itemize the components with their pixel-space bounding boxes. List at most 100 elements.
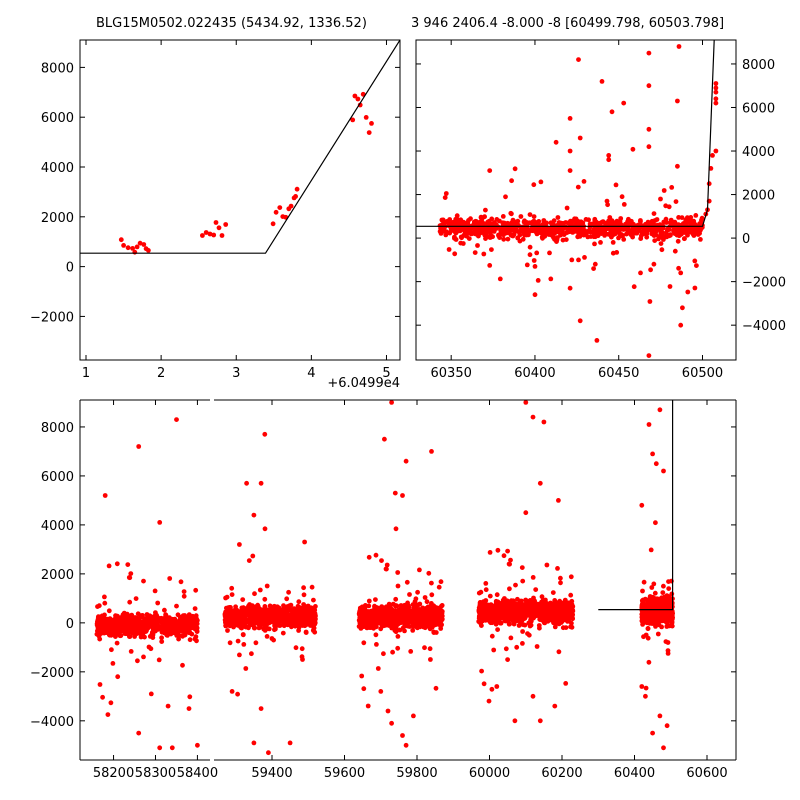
- data-point: [536, 610, 541, 616]
- data-point: [178, 579, 184, 585]
- data-point: [235, 638, 241, 644]
- data-point: [553, 608, 559, 613]
- data-point: [137, 240, 143, 246]
- data-point: [434, 606, 440, 612]
- data-point: [368, 612, 374, 618]
- data-point: [487, 168, 493, 174]
- data-point: [389, 625, 395, 631]
- data-point: [548, 600, 553, 606]
- data-point: [664, 593, 670, 598]
- data-point: [460, 241, 466, 246]
- data-point: [646, 83, 652, 89]
- data-point: [676, 44, 682, 49]
- data-point: [606, 231, 612, 237]
- data-point: [424, 599, 430, 605]
- data-point: [379, 558, 384, 563]
- data-point: [157, 520, 163, 525]
- data-point: [264, 583, 270, 589]
- data-point: [410, 628, 416, 633]
- data-point: [685, 289, 691, 295]
- data-point: [559, 619, 565, 625]
- data-point: [150, 626, 156, 632]
- data-point: [466, 236, 472, 242]
- data-point: [284, 612, 289, 617]
- data-point: [152, 588, 158, 594]
- data-point: [134, 628, 140, 634]
- data-point: [429, 592, 435, 598]
- data-point: [461, 233, 467, 238]
- data-point: [115, 674, 121, 680]
- data-point: [569, 620, 574, 626]
- data-point: [219, 233, 225, 238]
- data-point: [192, 626, 198, 632]
- data-point: [262, 596, 268, 602]
- data-point: [381, 651, 386, 657]
- data-point: [307, 610, 312, 616]
- data-point: [181, 589, 187, 594]
- data-point: [102, 493, 108, 498]
- data-point: [491, 618, 497, 623]
- data-point: [293, 645, 299, 651]
- data-point: [491, 647, 497, 653]
- data-point: [395, 570, 401, 575]
- data-point: [408, 649, 414, 654]
- data-point: [159, 639, 165, 644]
- data-point: [237, 652, 242, 658]
- data-point: [610, 240, 616, 245]
- data-point: [428, 607, 434, 613]
- data-point: [167, 576, 173, 581]
- data-point: [694, 263, 699, 268]
- data-point: [110, 619, 116, 624]
- data-point: [539, 599, 544, 605]
- data-point: [128, 571, 134, 576]
- data-point: [427, 646, 433, 652]
- data-point: [527, 252, 533, 258]
- data-point: [130, 622, 136, 628]
- data-point: [573, 218, 578, 224]
- data-point: [275, 608, 280, 613]
- data-point: [106, 563, 112, 569]
- data-point: [666, 586, 672, 591]
- data-point: [278, 617, 284, 622]
- data-point: [576, 257, 581, 263]
- data-point: [148, 691, 154, 697]
- data-point: [477, 600, 483, 606]
- data-point: [519, 598, 524, 604]
- data-point: [680, 229, 686, 234]
- data-point: [352, 93, 358, 99]
- data-point: [638, 270, 643, 276]
- data-point: [399, 611, 405, 616]
- data-point: [130, 246, 136, 251]
- data-point: [497, 608, 503, 614]
- data-point: [245, 610, 251, 615]
- data-point: [109, 647, 114, 653]
- data-point: [539, 594, 545, 600]
- data-point: [187, 619, 193, 625]
- data-point: [294, 186, 300, 192]
- data-point: [495, 602, 501, 608]
- data-point: [395, 645, 401, 651]
- data-point: [412, 611, 418, 617]
- data-point: [365, 703, 371, 709]
- data-point: [699, 215, 705, 221]
- data-point: [479, 604, 485, 610]
- data-point: [562, 600, 568, 606]
- data-point: [506, 561, 512, 567]
- data-point: [568, 605, 574, 611]
- data-point: [195, 618, 200, 623]
- data-point: [665, 648, 671, 653]
- data-point: [135, 658, 140, 664]
- data-point: [501, 236, 507, 242]
- data-point: [575, 184, 581, 190]
- data-point: [557, 605, 562, 611]
- data-point: [609, 218, 615, 224]
- data-point: [175, 612, 181, 618]
- data-point: [429, 603, 435, 609]
- data-point: [662, 234, 668, 240]
- data-point: [134, 244, 140, 250]
- data-point: [476, 231, 482, 237]
- data-point: [646, 144, 652, 150]
- data-point: [695, 227, 701, 233]
- data-point: [443, 232, 449, 238]
- data-point: [162, 607, 167, 613]
